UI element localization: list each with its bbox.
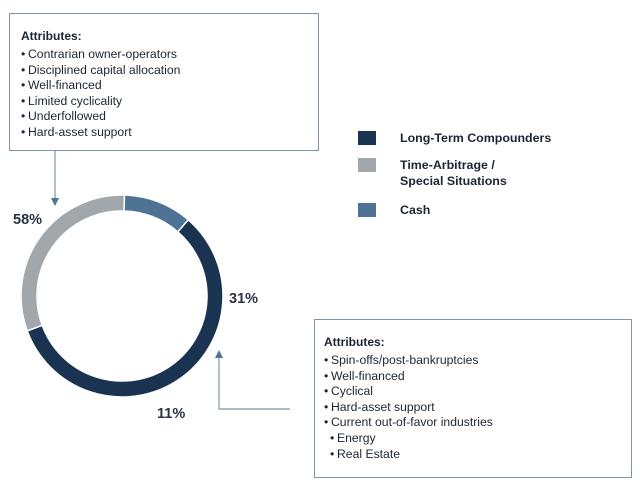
legend-label: Cash xyxy=(400,203,431,217)
list-item: • Disciplined capital allocation xyxy=(21,62,181,77)
legend-item-cash: Cash xyxy=(358,202,618,218)
list-item: • Well-financed xyxy=(21,78,102,93)
legend-label: Time-Arbitrage / Special Situations xyxy=(400,158,507,188)
list-item: • Well-financed xyxy=(324,368,405,383)
data-label: 11% xyxy=(157,406,185,422)
list-item: • Underfollowed xyxy=(21,109,106,124)
special-situations-attributes-list: • Spin-offs/post-bankruptcies • Well-finan… xyxy=(324,353,631,462)
list-item: • Current out-of-favor industries xyxy=(324,415,493,430)
data-label: 58% xyxy=(13,212,42,228)
legend-item-time-arbitrage: Time-Arbitrage / Special Situations xyxy=(358,157,618,189)
legend-swatch xyxy=(358,131,376,145)
legend-label: Long-Term Compounders xyxy=(400,131,552,145)
list-item: • Limited cyclicality xyxy=(21,93,123,108)
list-item: • Hard-asset support xyxy=(324,399,435,414)
list-item: • Contrarian owner-operators xyxy=(21,47,178,61)
list-subitem: • Energy xyxy=(330,430,376,445)
connector-arrow-top xyxy=(51,198,59,206)
connector-arrow-bottom xyxy=(215,350,223,358)
connector-line-bottom xyxy=(218,356,290,410)
list-item: • Spin-offs/post-bankruptcies xyxy=(324,353,479,367)
legend-swatch xyxy=(358,203,376,217)
legend-item-compounders: Long-Term Compounders xyxy=(358,130,618,146)
compounders-attributes-list: • Contrarian owner-operators • Disciplined… xyxy=(21,47,318,141)
slice-long-term-compounders xyxy=(26,218,224,398)
list-item: • Hard-asset support xyxy=(21,124,132,139)
compounders-attributes-box: Attributes: • Contrarian owner-operators … xyxy=(9,13,319,151)
list-item: • Cyclical xyxy=(324,384,373,399)
special-situations-attributes-box: Attributes: • Spin-offs/post-bankruptcies… xyxy=(314,319,632,478)
list-subitem: • Real Estate xyxy=(330,446,401,461)
slice-cash xyxy=(123,194,190,233)
legend-swatch xyxy=(358,158,376,172)
compounders-attributes-heading: Attributes: xyxy=(21,29,82,43)
special-situations-attributes-heading: Attributes: xyxy=(324,335,385,349)
data-label: 31% xyxy=(229,291,258,307)
